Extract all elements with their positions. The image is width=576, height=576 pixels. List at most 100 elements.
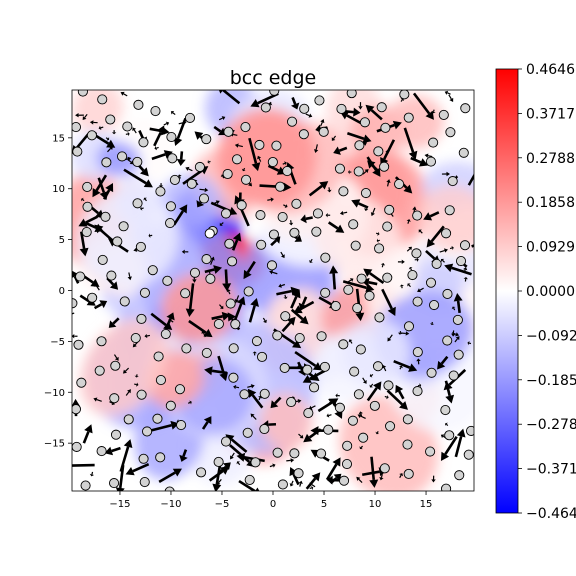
atom	[360, 187, 372, 199]
displacement-arrow	[406, 219, 411, 224]
displacement-arrow	[153, 125, 165, 147]
atom	[222, 168, 233, 180]
displacement-arrow	[375, 431, 380, 435]
atom	[369, 400, 380, 411]
displacement-arrow	[359, 445, 363, 450]
atom	[77, 90, 88, 97]
atom	[132, 156, 143, 167]
atom	[194, 161, 205, 173]
atom	[302, 364, 313, 375]
displacement-arrow	[463, 267, 468, 274]
displacement-arrow	[362, 377, 367, 384]
colorbar-tick-label: −0.4646	[526, 506, 576, 522]
displacement-arrow	[309, 485, 314, 491]
displacement-arrow	[339, 210, 348, 216]
displacement-arrow	[247, 388, 264, 409]
displacement-arrow	[132, 127, 137, 134]
displacement-arrow	[288, 220, 294, 226]
atom	[453, 349, 464, 360]
atom	[239, 389, 250, 400]
atom	[334, 163, 346, 174]
displacement-arrow	[417, 287, 424, 293]
displacement-arrow	[363, 268, 385, 285]
atom	[155, 375, 166, 386]
atom	[165, 218, 176, 229]
atom	[454, 470, 465, 481]
displacement-arrow	[384, 395, 389, 400]
atom	[109, 393, 120, 404]
atom	[176, 420, 187, 431]
atom	[242, 427, 253, 438]
displacement-arrow	[399, 284, 404, 289]
displacement-arrow	[444, 263, 472, 276]
displacement-arrow	[344, 107, 361, 117]
atom	[72, 441, 82, 452]
displacement-arrow	[440, 435, 458, 461]
displacement-arrow	[72, 463, 95, 467]
displacement-arrow	[451, 332, 460, 337]
displacement-arrow	[283, 294, 288, 300]
displacement-arrow	[199, 187, 209, 193]
displacement-arrow	[437, 355, 449, 370]
displacement-arrow	[294, 350, 323, 371]
atom	[353, 166, 364, 177]
y-tick-label: 0	[59, 286, 65, 297]
atom	[96, 446, 107, 457]
y-tick-label: −5	[50, 337, 65, 348]
displacement-arrow	[286, 458, 295, 463]
atom	[330, 300, 341, 312]
atom	[286, 396, 297, 408]
atom	[106, 270, 117, 281]
atom	[244, 474, 255, 485]
displacement-arrow	[327, 187, 332, 193]
atom	[224, 238, 235, 249]
atom	[338, 339, 349, 350]
displacement-arrow	[269, 463, 276, 468]
atom	[136, 313, 147, 324]
atom	[403, 468, 414, 479]
atom	[250, 457, 261, 468]
displacement-arrow	[348, 339, 353, 344]
atom	[334, 402, 345, 413]
displacement-arrow	[270, 396, 282, 409]
atom	[257, 351, 268, 362]
displacement-arrow	[134, 374, 139, 378]
atom	[271, 140, 282, 151]
displacement-arrow	[178, 120, 187, 125]
displacement-arrow	[467, 173, 474, 186]
atom	[312, 208, 323, 219]
atom	[353, 389, 364, 400]
atom	[130, 333, 141, 344]
atom	[266, 260, 278, 271]
displacement-arrow	[207, 159, 211, 165]
y-tick-label: 10	[52, 184, 65, 195]
atom	[81, 226, 92, 238]
displacement-arrow	[320, 119, 325, 127]
atom	[96, 336, 107, 347]
displacement-arrow	[454, 336, 460, 343]
displacement-arrow	[446, 264, 450, 269]
atom	[80, 480, 91, 491]
atom	[230, 319, 241, 330]
displacement-arrow	[397, 259, 405, 265]
displacement-arrow	[109, 401, 115, 406]
displacement-arrow	[201, 329, 206, 338]
atom	[181, 343, 192, 354]
displacement-arrow	[403, 127, 418, 160]
displacement-arrow	[210, 256, 215, 265]
displacement-arrow	[278, 283, 286, 288]
displacement-arrow	[234, 143, 243, 148]
atom	[412, 346, 423, 358]
atom	[316, 448, 327, 459]
atom	[105, 114, 116, 125]
atom	[425, 156, 437, 167]
field-region	[312, 195, 402, 284]
atom	[100, 211, 111, 222]
atom	[346, 90, 357, 99]
atom	[279, 362, 290, 374]
displacement-arrow	[280, 251, 285, 259]
atom	[180, 288, 191, 299]
displacement-arrow	[211, 311, 231, 321]
displacement-arrow	[417, 383, 422, 388]
displacement-arrow	[151, 150, 173, 161]
